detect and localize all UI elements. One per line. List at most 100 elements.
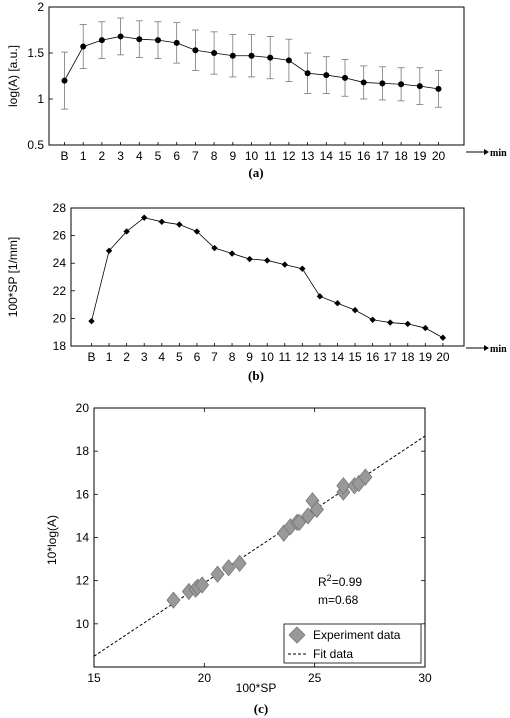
panel-b-arrowhead-icon [484,345,489,351]
x-tick-label: 11 [279,350,292,364]
data-point [342,74,348,81]
data-point [398,81,405,88]
panel-a-axes [48,6,465,146]
panel-b-x-ticks: B 1 2 3 4 5 6 7 8 9 10 11 12 13 14 15 16 17 18 19 20 [87,343,450,364]
data-point [98,37,105,44]
x-tick-label: 18 [401,350,415,364]
x-tick-label: 2 [99,149,106,163]
x-tick-label: B [60,149,68,163]
y-tick-label: 22 [53,284,67,298]
legend-entry-fit: Fit data [313,647,353,661]
x-tick-label: 6 [194,350,201,364]
panel-c-legend: Experiment data Fit data [283,623,422,664]
panel-c-caption: (c) [254,701,268,716]
x-tick-label: 3 [141,350,148,364]
panel-a: B 1 2 3 4 5 6 7 8 9 10 11 12 13 14 15 16 17 18 19 20 0.511.5… [6,0,507,180]
x-tick-label: 13 [301,149,315,163]
x-tick-label: 14 [331,350,345,364]
y-tick-label: 20 [76,401,90,415]
data-point [439,334,447,341]
data-point [248,52,255,59]
panel-c: 15 20 25 30 10 12 14 16 18 20 10*log(A) 100*SP R… [45,401,432,716]
x-tick-label: 9 [246,350,253,364]
data-point [309,500,324,519]
x-tick-label: 15 [348,350,362,364]
data-point [176,221,183,228]
x-tick-label: 19 [413,149,427,163]
data-point [299,265,306,272]
data-point [80,43,87,50]
x-tick-label: 1 [80,149,87,163]
y-tick-label: 26 [53,229,67,243]
y-tick-label: 18 [53,339,67,353]
x-tick-label: 7 [192,149,199,163]
x-tick-label: 3 [117,149,124,163]
y-tick-label: 0.5 [27,138,44,152]
x-tick-label: 16 [366,350,380,364]
x-tick-label: 17 [376,149,390,163]
x-tick-label: 20 [436,350,450,364]
x-tick-label: 5 [155,149,162,163]
data-point [123,228,130,235]
x-tick-label: 17 [384,350,398,364]
x-tick-label: 7 [211,350,218,364]
panel-c-fit-line [93,435,426,657]
panel-c-y-ticks: 10 12 14 16 18 20 [76,401,425,631]
x-tick-label: 15 [338,149,352,163]
panel-a-caption: (a) [248,165,263,180]
x-tick-label: 6 [173,149,180,163]
y-tick-label: 18 [76,444,90,458]
panel-a-points [61,33,442,92]
data-point [379,80,386,87]
panel-b: B 1 2 3 4 5 6 7 8 9 10 11 12 13 14 15 16 17 18 19 20 1820222… [6,201,507,383]
data-point [360,79,367,86]
data-point [229,52,236,59]
x-tick-label: 18 [394,149,408,163]
x-tick-label: 19 [419,350,433,364]
data-point [416,83,423,90]
data-point [422,324,429,332]
data-point [334,300,341,307]
x-tick-label: 30 [418,671,432,685]
panel-a-ylabel: log(A) [a.u.] [6,45,20,107]
data-point [386,319,394,326]
panel-c-points [166,468,373,609]
x-tick-label: 2 [123,350,130,364]
panel-c-annotation-m: m=0.68 [318,593,359,607]
data-point [211,50,218,56]
x-tick-label: 10 [245,149,259,163]
y-tick-label: 28 [53,201,67,215]
data-point [211,244,218,252]
x-tick-label: 20 [198,671,212,685]
y-tick-label: 2 [37,0,44,14]
x-tick-label: 9 [229,149,236,163]
x-tick-label: B [87,350,95,364]
panel-a-arrowhead-icon [484,149,489,155]
legend-diamond-icon [288,626,306,644]
data-point [246,255,253,263]
data-point [166,591,181,609]
data-point [351,306,359,314]
x-tick-label: 15 [87,671,101,685]
data-point [301,507,316,525]
data-point [193,228,201,235]
y-tick-label: 20 [53,311,67,325]
data-point [285,57,292,64]
data-point [195,576,210,594]
data-point [117,33,124,40]
data-point [158,218,165,225]
data-point [221,559,236,577]
data-point [192,47,199,54]
data-point [210,565,225,583]
panel-c-xlabel: 100*SP [236,681,277,695]
panel-c-x-ticks: 15 20 25 30 [87,408,432,685]
data-point [369,316,376,323]
panel-b-x-unit: min [490,344,507,355]
x-tick-label: 16 [357,149,371,163]
panel-c-ylabel: 10*log(A) [45,515,59,565]
x-tick-label: 14 [320,149,334,163]
data-point [316,293,324,300]
y-tick-label: 1.5 [27,46,44,60]
y-tick-label: 1 [37,92,44,106]
data-point [281,261,288,268]
